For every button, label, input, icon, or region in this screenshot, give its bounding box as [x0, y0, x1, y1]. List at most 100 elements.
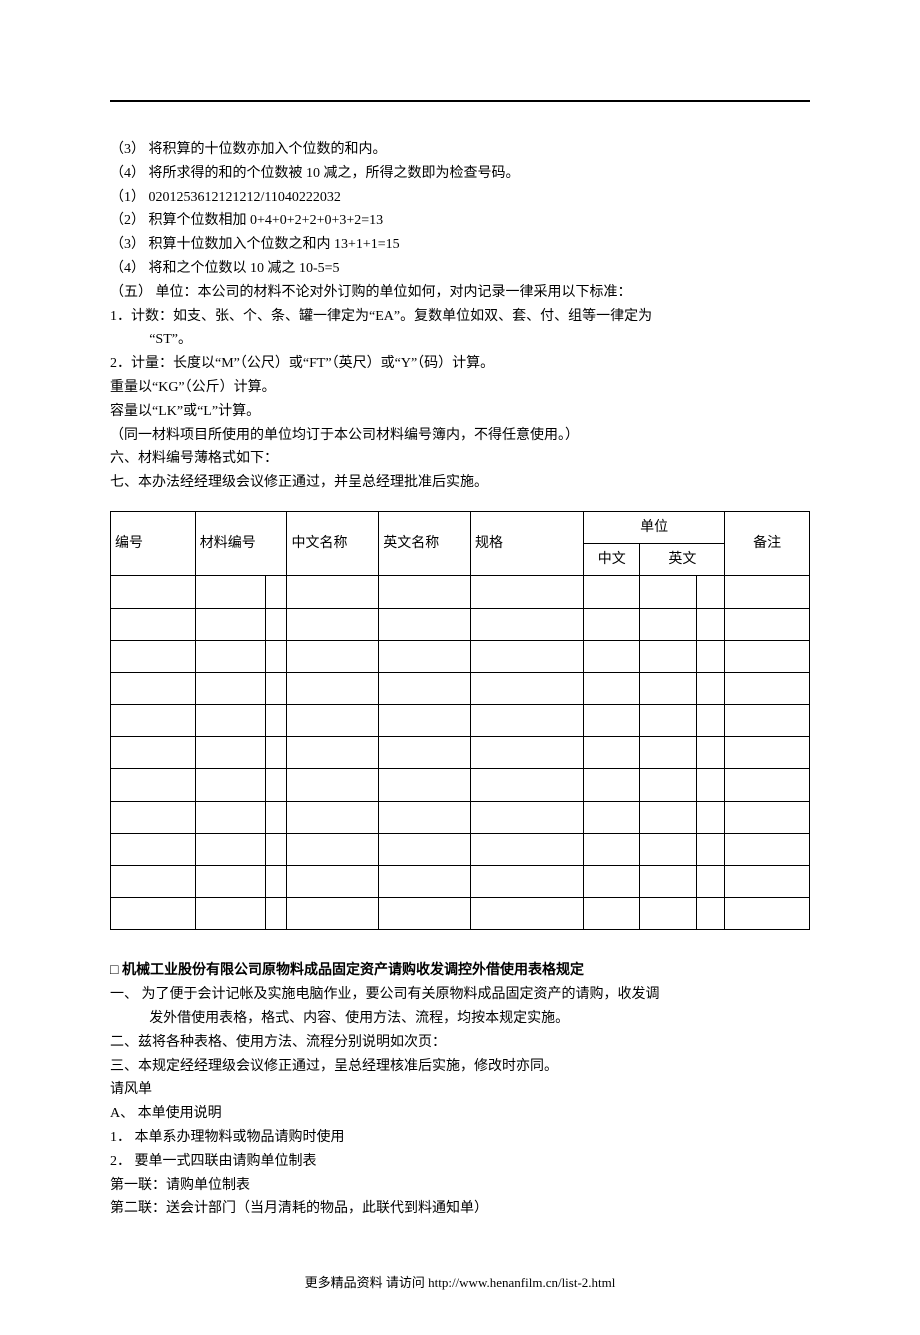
table-cell	[640, 576, 696, 608]
table-cell	[379, 608, 471, 640]
table-cell	[725, 866, 810, 898]
table-cell	[640, 737, 696, 769]
table-row	[111, 705, 810, 737]
text-line: （2） 积算个位数相加 0+4+0+2+2+0+3+2=13	[110, 209, 810, 233]
text-line: 重量以“KG”（公斤）计算。	[110, 376, 810, 400]
text-line: 1．计数：如支、张、个、条、罐一律定为“EA”。复数单位如双、套、付、组等一律定…	[110, 305, 810, 329]
table-cell	[725, 833, 810, 865]
table-cell	[471, 801, 584, 833]
table-cell	[111, 833, 196, 865]
table-cell	[584, 898, 640, 930]
text-line: 发外借使用表格，格式、内容、使用方法、流程，均按本规定实施。	[110, 1007, 810, 1031]
table-body	[111, 576, 810, 930]
table-cell	[111, 898, 196, 930]
table-cell	[195, 866, 266, 898]
text-line: 三、本规定经经理级会议修正通过，呈总经理核准后实施，修改时亦同。	[110, 1055, 810, 1079]
document-content: （3） 将积算的十位数亦加入个位数的和内。 （4） 将所求得的和的个位数被 10…	[110, 138, 810, 495]
th-material-number: 材料编号	[195, 511, 287, 575]
table-cell	[640, 833, 696, 865]
table-cell	[725, 705, 810, 737]
table-cell	[195, 737, 266, 769]
table-cell	[111, 705, 196, 737]
table-cell	[111, 737, 196, 769]
table-cell	[696, 833, 724, 865]
table-cell	[266, 705, 287, 737]
table-row	[111, 769, 810, 801]
text-line: （4） 将所求得的和的个位数被 10 减之，所得之数即为检查号码。	[110, 162, 810, 186]
table-cell	[266, 769, 287, 801]
table-cell	[111, 672, 196, 704]
table-cell	[696, 640, 724, 672]
table-cell	[725, 640, 810, 672]
table-cell	[696, 576, 724, 608]
table-cell	[287, 737, 379, 769]
table-cell	[471, 866, 584, 898]
th-number: 编号	[111, 511, 196, 575]
text-line: 六、材料编号薄格式如下：	[110, 447, 810, 471]
table-cell	[111, 608, 196, 640]
text-line: 2．计量：长度以“M”（公尺）或“FT”（英尺）或“Y”（码）计算。	[110, 352, 810, 376]
table-row	[111, 898, 810, 930]
th-cn-name: 中文名称	[287, 511, 379, 575]
text-line: 1． 本单系办理物料或物品请购时使用	[110, 1126, 810, 1150]
table-cell	[266, 833, 287, 865]
table-cell	[696, 769, 724, 801]
table-cell	[195, 576, 266, 608]
table-cell	[471, 705, 584, 737]
table-cell	[471, 833, 584, 865]
table-cell	[696, 608, 724, 640]
material-table: 编号 材料编号 中文名称 英文名称 规格 单位 备注 中文 英文	[110, 511, 810, 930]
table-cell	[725, 898, 810, 930]
table-cell	[266, 640, 287, 672]
table-cell	[471, 769, 584, 801]
table-cell	[195, 801, 266, 833]
footer-text: 更多精品资料 请访问 http://www.henanfilm.cn/list-…	[110, 1271, 810, 1294]
table-cell	[640, 769, 696, 801]
table-cell	[584, 608, 640, 640]
table-cell	[266, 608, 287, 640]
table-cell	[379, 898, 471, 930]
table-cell	[379, 866, 471, 898]
table-cell	[287, 833, 379, 865]
table-cell	[195, 705, 266, 737]
text-line: 第二联：送会计部门（当月清耗的物品，此联代到料通知单）	[110, 1197, 810, 1221]
table-row	[111, 801, 810, 833]
table-cell	[696, 672, 724, 704]
table-row	[111, 672, 810, 704]
table-cell	[287, 640, 379, 672]
table-cell	[379, 576, 471, 608]
table-cell	[584, 705, 640, 737]
table-cell	[266, 898, 287, 930]
text-line: 容量以“LK”或“L”计算。	[110, 400, 810, 424]
text-line: A、 本单使用说明	[110, 1102, 810, 1126]
table-cell	[195, 833, 266, 865]
table-cell	[640, 608, 696, 640]
table-cell	[195, 640, 266, 672]
table-cell	[584, 576, 640, 608]
th-unit-en: 英文	[640, 544, 725, 576]
table-cell	[471, 608, 584, 640]
table-row	[111, 866, 810, 898]
table-row	[111, 640, 810, 672]
table-cell	[111, 576, 196, 608]
table-cell	[584, 801, 640, 833]
table-cell	[640, 640, 696, 672]
table-cell	[584, 769, 640, 801]
table-cell	[266, 866, 287, 898]
table-cell	[111, 866, 196, 898]
text-line: 二、兹将各种表格、使用方法、流程分别说明如次页：	[110, 1031, 810, 1055]
table-cell	[696, 705, 724, 737]
table-cell	[111, 640, 196, 672]
table-cell	[379, 705, 471, 737]
table-cell	[640, 898, 696, 930]
table-cell	[195, 769, 266, 801]
table-cell	[287, 576, 379, 608]
table-cell	[640, 866, 696, 898]
table-row	[111, 576, 810, 608]
table-cell	[725, 672, 810, 704]
table-row	[111, 608, 810, 640]
table-cell	[584, 737, 640, 769]
section-2: □ 机械工业股份有限公司原物料成品固定资产请购收发调控外借使用表格规定 一、 为…	[110, 958, 810, 1221]
table-cell	[471, 672, 584, 704]
th-remark: 备注	[725, 511, 810, 575]
